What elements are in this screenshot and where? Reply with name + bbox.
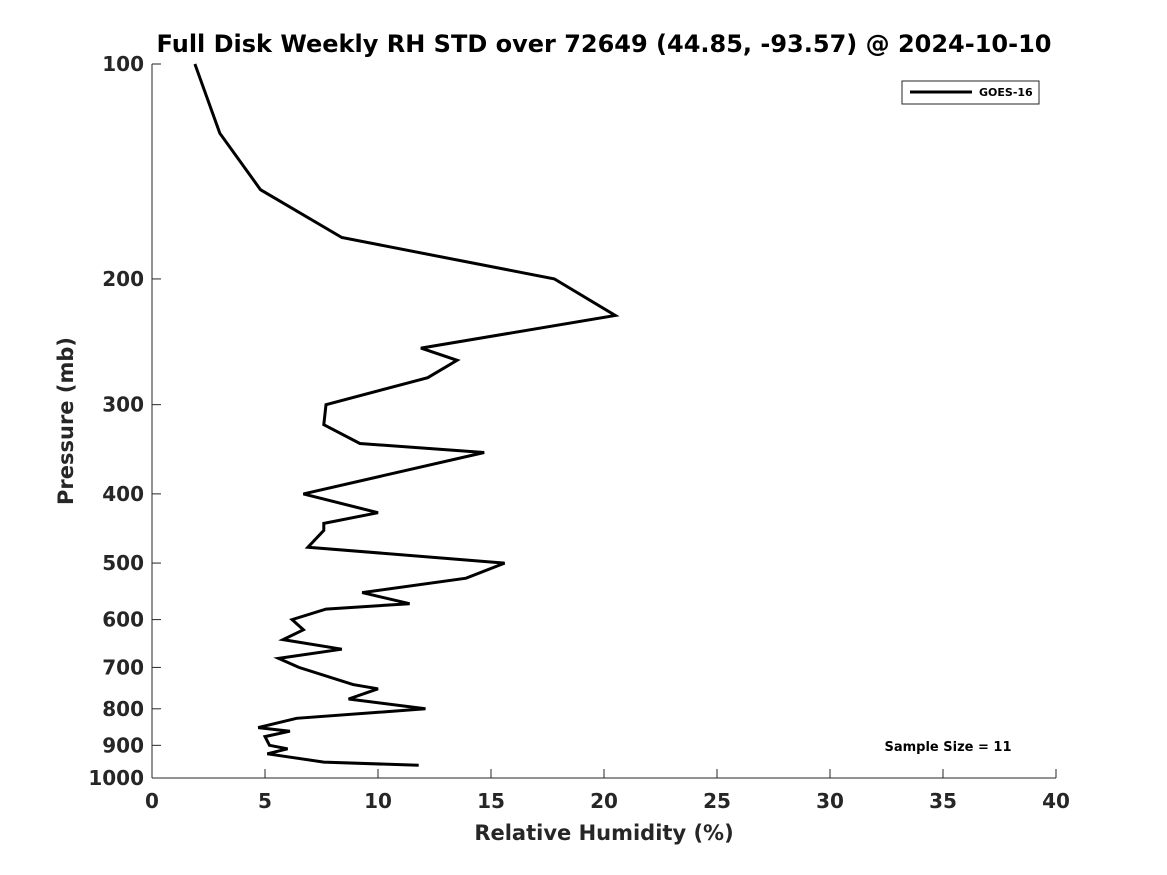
y-axis-label: Pressure (mb) bbox=[54, 337, 78, 505]
chart-title: Full Disk Weekly RH STD over 72649 (44.8… bbox=[157, 30, 1052, 58]
x-axis-ticks: 0 5 10 15 20 25 30 35 40 bbox=[145, 769, 1070, 813]
y-tick-label: 900 bbox=[102, 733, 144, 757]
x-tick-label: 0 bbox=[145, 789, 159, 813]
y-tick-label: 400 bbox=[102, 482, 144, 506]
y-tick-label: 100 bbox=[102, 52, 144, 76]
sample-size-annotation: Sample Size = 11 bbox=[884, 740, 1011, 755]
series-line-goes-16 bbox=[193, 63, 620, 767]
y-tick-label: 1000 bbox=[88, 766, 144, 790]
y-tick-label: 200 bbox=[102, 267, 144, 291]
y-axis-ticks: 100 200 300 400 500 600 700 800 900 1000 bbox=[88, 52, 161, 790]
x-axis-label: Relative Humidity (%) bbox=[474, 821, 733, 845]
x-tick-label: 20 bbox=[590, 789, 618, 813]
y-tick-label: 700 bbox=[102, 655, 144, 679]
x-tick-label: 30 bbox=[816, 789, 844, 813]
x-tick-label: 35 bbox=[929, 789, 957, 813]
x-tick-label: 40 bbox=[1042, 789, 1070, 813]
y-tick-label: 800 bbox=[102, 697, 144, 721]
plot-area bbox=[151, 64, 1056, 779]
y-tick-label: 600 bbox=[102, 608, 144, 632]
y-tick-label: 300 bbox=[102, 393, 144, 417]
x-tick-label: 15 bbox=[477, 789, 505, 813]
x-tick-label: 10 bbox=[364, 789, 392, 813]
legend: GOES-16 bbox=[901, 80, 1040, 105]
x-tick-label: 5 bbox=[258, 789, 272, 813]
x-tick-label: 25 bbox=[703, 789, 731, 813]
legend-label-goes-16: GOES-16 bbox=[979, 86, 1033, 99]
y-tick-label: 500 bbox=[102, 551, 144, 575]
